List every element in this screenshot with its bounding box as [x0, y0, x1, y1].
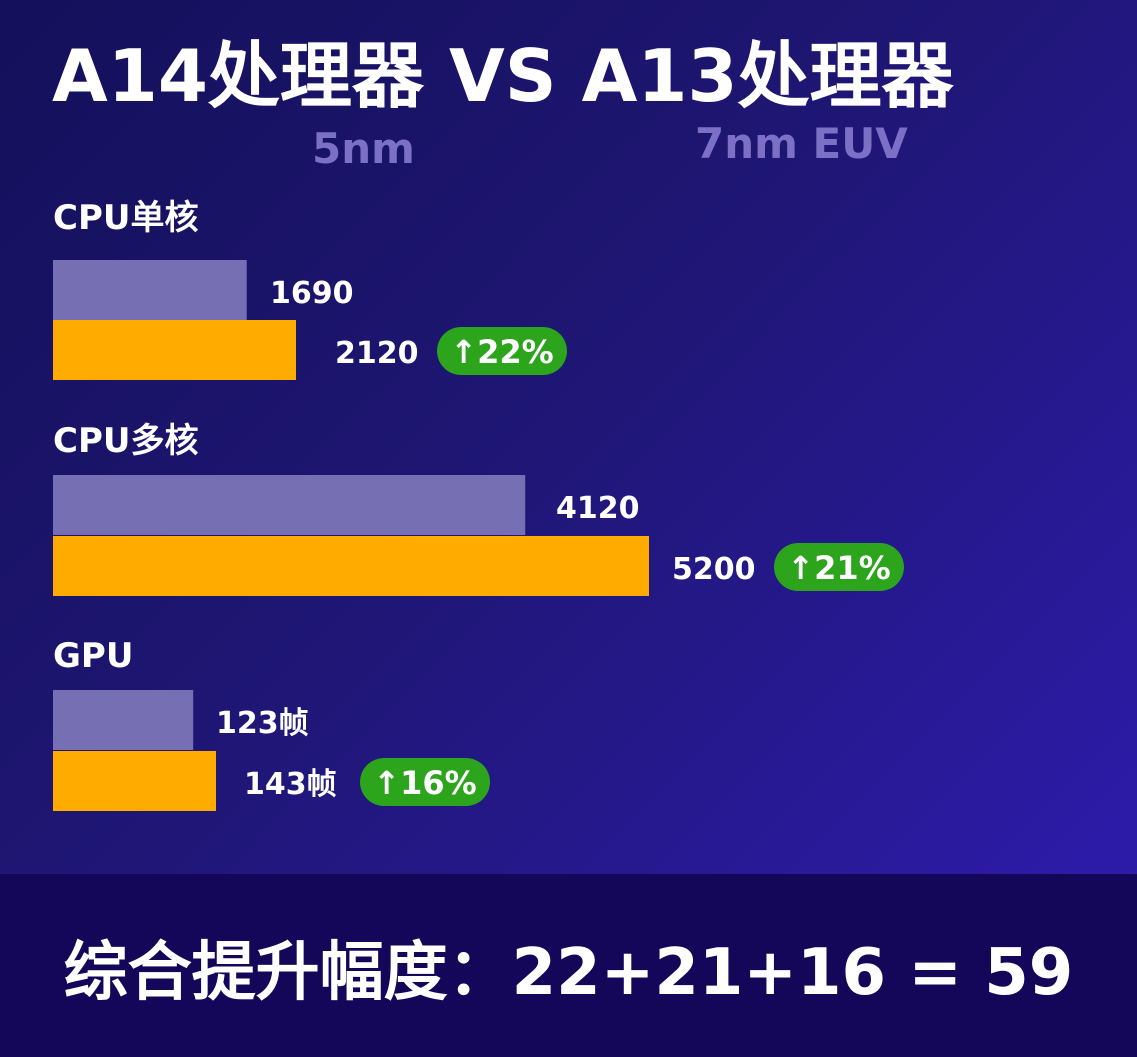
- a13-process-label: 7nm EUV: [695, 119, 908, 168]
- category-label: CPU多核: [53, 421, 198, 461]
- increase-badge: [774, 543, 904, 591]
- increase-percentage: ↑22%: [450, 333, 553, 371]
- a14-value-label: 5200: [672, 552, 756, 587]
- a14-bar: [53, 751, 216, 811]
- summary-panel: [0, 874, 1137, 1057]
- increase-percentage: ↑16%: [373, 764, 476, 802]
- a13-value-label: 123帧: [216, 706, 309, 741]
- a13-value-label: 1690: [270, 276, 354, 311]
- a13-bar: [53, 475, 526, 535]
- a14-bar: [53, 320, 296, 380]
- a14-value-label: 143帧: [244, 767, 337, 802]
- increase-badge: [360, 758, 490, 806]
- summary-text: 综合提升幅度：22+21+16 = 59: [63, 936, 1074, 1010]
- increase-badge: [437, 327, 567, 375]
- a14-bar: [53, 536, 649, 596]
- benchmark-bar-chart: CPU单核 1690 2120 ↑22% CPU多核 4120 5200 ↑21% GPU 123…: [53, 198, 904, 811]
- a13-bar: [53, 260, 247, 320]
- a14-process-label: 5nm: [312, 124, 415, 173]
- page-title: A14处理器 VS A13处理器: [52, 34, 954, 118]
- a14-value-label: 2120: [335, 336, 419, 371]
- category-label: CPU单核: [53, 198, 198, 238]
- category-label: GPU: [53, 636, 133, 676]
- a13-bar: [53, 690, 194, 750]
- increase-percentage: ↑21%: [787, 549, 890, 587]
- a13-value-label: 4120: [556, 491, 640, 526]
